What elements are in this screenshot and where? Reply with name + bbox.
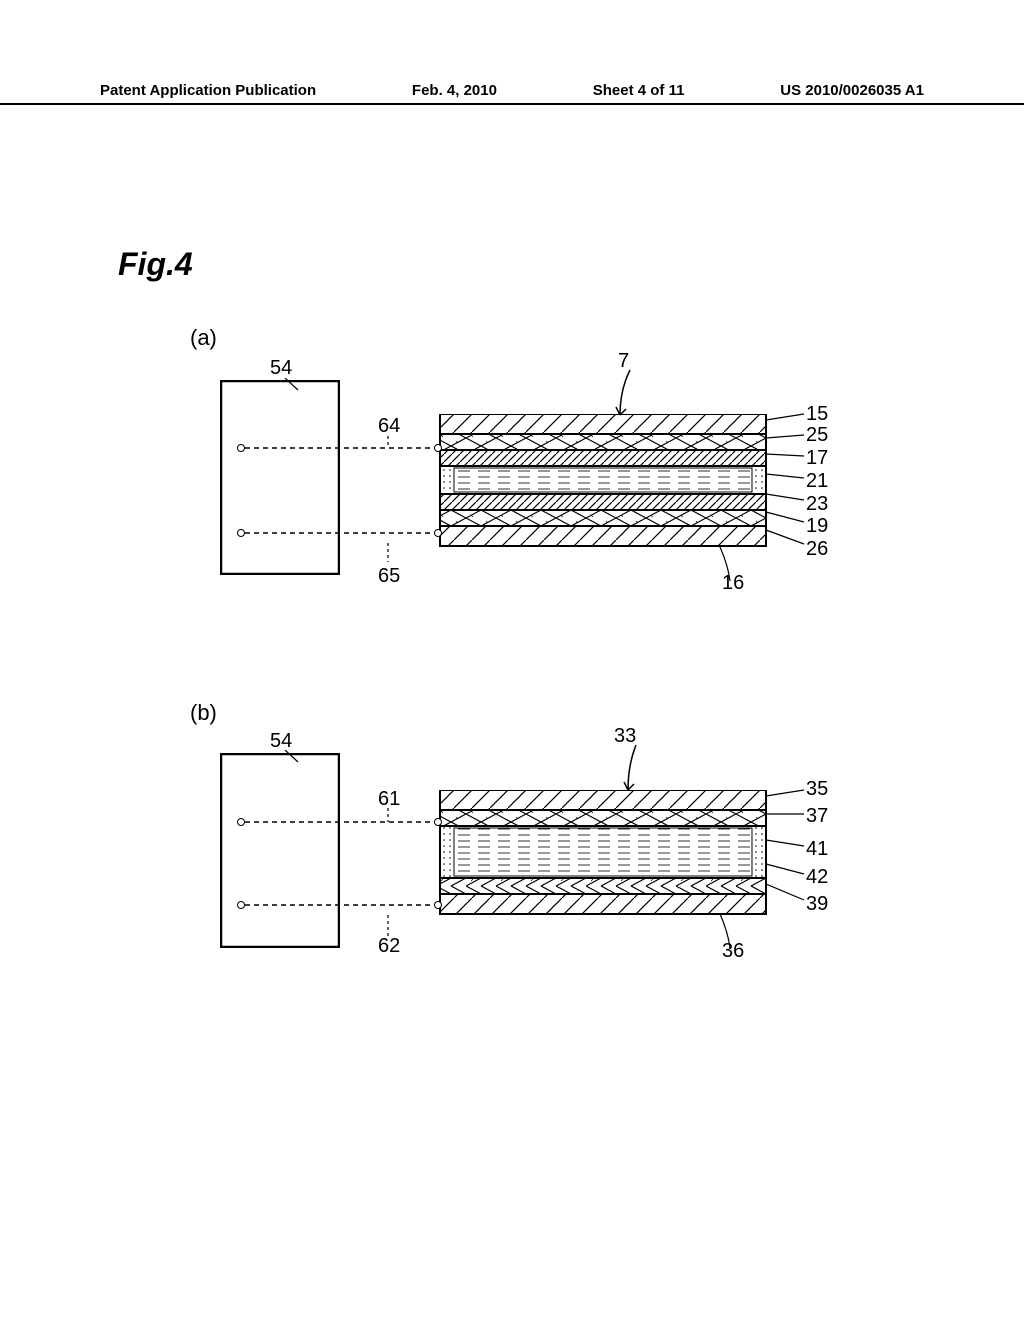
stack-b-circle-top — [434, 818, 442, 826]
stack-a-circle-top — [434, 444, 442, 452]
subfig-b-arrow — [606, 740, 666, 800]
subfig-a-box-label: 54 — [270, 357, 292, 380]
box-circle-top-a — [237, 444, 245, 452]
figure-title: Fig.4 — [118, 246, 193, 283]
b-r39: 39 — [806, 893, 828, 916]
a-bottom-ref: 16 — [722, 572, 744, 595]
subfig-a-arrow — [600, 365, 660, 425]
b-r41: 41 — [806, 838, 828, 861]
header-publication: Patent Application Publication — [100, 82, 316, 99]
box-circle-bottom-b — [237, 901, 245, 909]
header-sheet: Sheet 4 of 11 — [593, 82, 685, 99]
header-pubnum: US 2010/0026035 A1 — [780, 82, 924, 99]
a-r17: 17 — [806, 447, 828, 470]
stack-a-circle-bottom — [434, 529, 442, 537]
a-r21: 21 — [806, 470, 828, 493]
header-date: Feb. 4, 2010 — [412, 82, 497, 99]
b-bottom-ref: 36 — [722, 940, 744, 963]
b-r35: 35 — [806, 778, 828, 801]
a-r26: 26 — [806, 538, 828, 561]
a-r15: 15 — [806, 403, 828, 426]
a-r25: 25 — [806, 424, 828, 447]
stack-b-circle-bottom — [434, 901, 442, 909]
b-r37: 37 — [806, 805, 828, 828]
a-r19: 19 — [806, 515, 828, 538]
subfig-a-leads — [245, 378, 445, 578]
box-circle-top-b — [237, 818, 245, 826]
box-circle-bottom-a — [237, 529, 245, 537]
a-r23: 23 — [806, 493, 828, 516]
subfig-a-label: (a) — [190, 325, 217, 351]
subfig-b-leads — [245, 750, 445, 960]
subfig-b-label: (b) — [190, 700, 217, 726]
page-header: Patent Application Publication Feb. 4, 2… — [0, 82, 1024, 105]
b-r42: 42 — [806, 866, 828, 889]
